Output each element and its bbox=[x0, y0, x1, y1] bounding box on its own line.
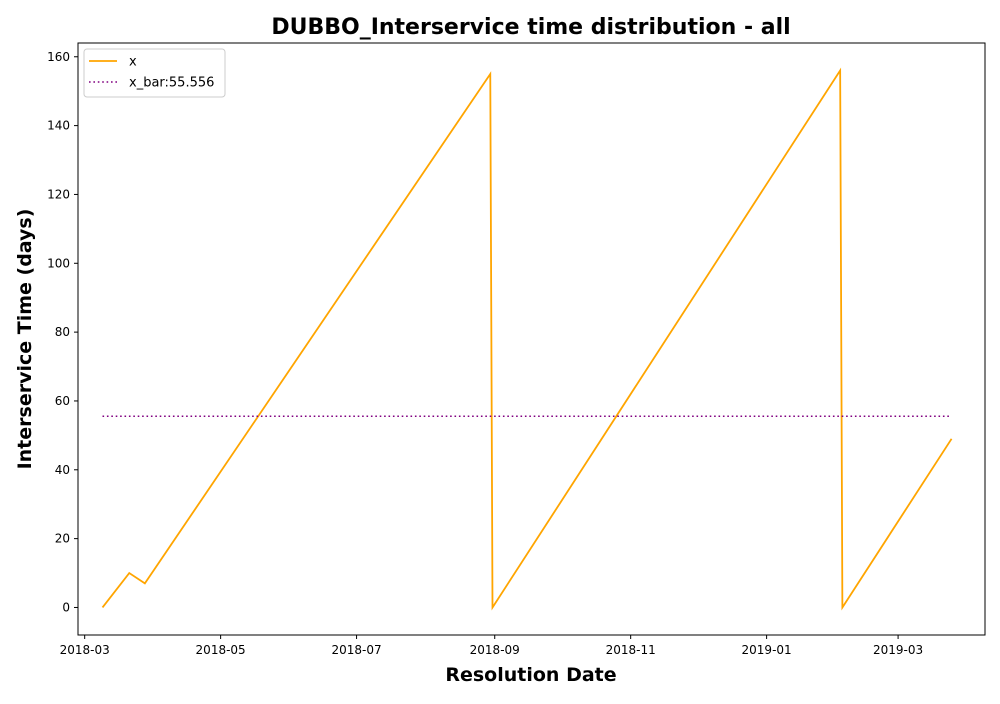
y-tick-label: 80 bbox=[55, 325, 70, 339]
y-tick-label: 20 bbox=[55, 532, 70, 546]
x-tick-label: 2018-09 bbox=[470, 643, 520, 657]
y-tick-label: 140 bbox=[47, 119, 70, 133]
legend-label: x bbox=[129, 55, 137, 70]
axes: 0 20 40 60 80 100 120 140 160 2018-03 2018-05 2018-… bbox=[47, 42, 986, 657]
chart-title: DUBBO_Interservice time distribution - a… bbox=[271, 15, 790, 40]
x-tick-label: 2018-11 bbox=[606, 643, 656, 657]
legend-box bbox=[83, 48, 226, 98]
y-tick-label: 160 bbox=[47, 50, 70, 64]
y-tick-label: 120 bbox=[47, 187, 70, 201]
x-tick-label: 2018-07 bbox=[331, 643, 381, 657]
x-tick-label: 2018-05 bbox=[196, 643, 246, 657]
x-tick-label: 2019-03 bbox=[873, 643, 923, 657]
plot-area bbox=[101, 67, 953, 611]
y-tick-label: 0 bbox=[62, 600, 70, 614]
y-tick-label: 100 bbox=[47, 256, 70, 270]
series-line-x bbox=[101, 67, 953, 611]
x-axis-label: Resolution Date bbox=[445, 664, 616, 686]
x-tick-label: 2019-01 bbox=[742, 643, 792, 657]
y-tick-label: 60 bbox=[55, 394, 70, 408]
x-tick-label: 2018-03 bbox=[60, 643, 110, 657]
y-tick-label: 40 bbox=[55, 463, 70, 477]
y-axis-label: Interservice Time (days) bbox=[14, 209, 36, 470]
plot-frame bbox=[77, 42, 986, 636]
legend-label: x_bar:55.556 bbox=[129, 76, 214, 91]
legend: x x_bar:55.556 bbox=[83, 48, 226, 98]
